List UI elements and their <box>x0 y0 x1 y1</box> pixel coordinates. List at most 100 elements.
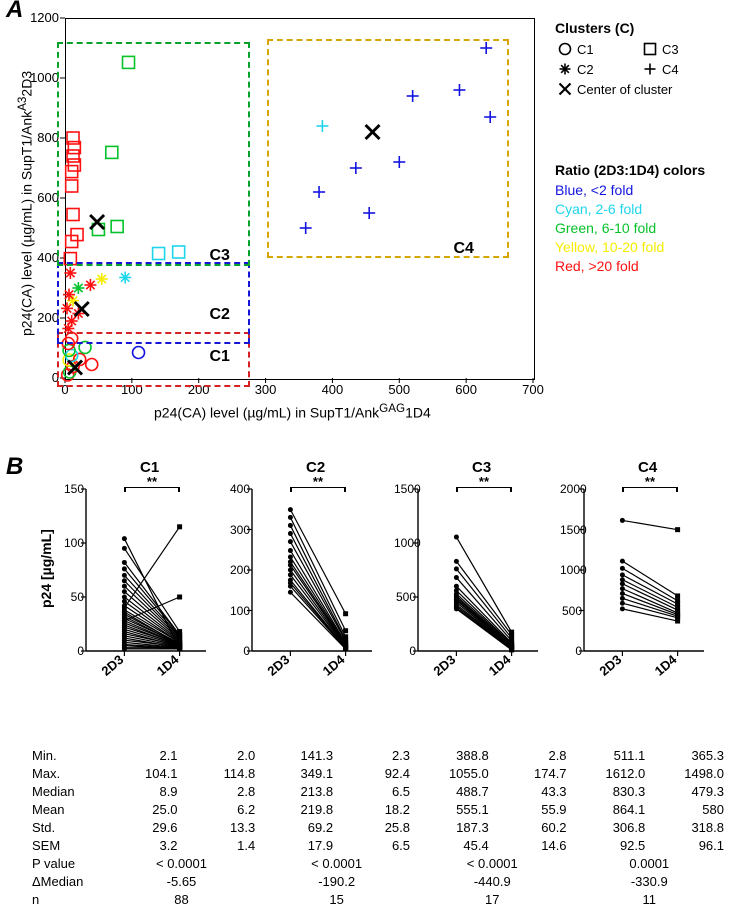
stat-cell: 187.3 <box>414 819 493 837</box>
stat-cell: 11 <box>571 891 728 909</box>
stat-row-label: Median <box>28 783 104 801</box>
ratio-legend-row: Cyan, 2-6 fold <box>555 201 642 217</box>
svg-text:1D4: 1D4 <box>154 651 183 678</box>
significance-bar: ** <box>290 479 345 491</box>
significance-bar: ** <box>456 479 511 491</box>
stat-cell: 55.9 <box>493 801 571 819</box>
stat-cell: 88 <box>104 891 260 909</box>
ytick: 200 <box>228 563 250 577</box>
ytick: 2000 <box>560 482 582 496</box>
stat-cell: 488.7 <box>414 783 493 801</box>
stat-cell: < 0.0001 <box>104 855 260 873</box>
small-plot: C22D31D40100200300400** <box>254 479 382 669</box>
stat-cell: 365.3 <box>649 747 728 765</box>
legend-row: Center of cluster <box>555 80 672 98</box>
svg-text:1D4: 1D4 <box>486 651 515 678</box>
stat-cell: 219.8 <box>259 801 337 819</box>
ytick: 800 <box>23 130 59 145</box>
stat-cell: -440.9 <box>414 873 571 891</box>
stat-cell: 864.1 <box>571 801 650 819</box>
stat-cell: -330.9 <box>571 873 728 891</box>
stat-cell: 1612.0 <box>571 765 650 783</box>
stat-cell: 830.3 <box>571 783 650 801</box>
ratio-legend-row: Yellow, 10-20 fold <box>555 239 664 255</box>
stat-cell: 25.0 <box>104 801 182 819</box>
stat-cell: 2.8 <box>182 783 260 801</box>
legend-label: Center of cluster <box>577 82 672 97</box>
small-plot: C42D31D40500100015002000** <box>586 479 714 669</box>
ytick: 0 <box>62 644 84 658</box>
panel-b-letter: B <box>6 453 23 481</box>
stat-cell: 349.1 <box>259 765 337 783</box>
panel-b-ytitle: p24 [µg/mL] <box>38 529 54 608</box>
legend-ratios-title: Ratio (2D3:1D4) colors <box>555 162 705 178</box>
stat-cell: 2.3 <box>337 747 414 765</box>
ytick: 500 <box>394 590 416 604</box>
legend-row: C3 <box>640 40 679 58</box>
stat-cell: 0.0001 <box>571 855 728 873</box>
svg-text:1D4: 1D4 <box>652 651 681 678</box>
stat-cell: 174.7 <box>493 765 571 783</box>
ytick: 1000 <box>394 536 416 550</box>
ytick: 600 <box>23 190 59 205</box>
stat-cell: 92.4 <box>337 765 414 783</box>
ytick: 50 <box>62 590 84 604</box>
significance-stars: ** <box>622 474 677 489</box>
cluster-label: C3 <box>209 247 229 265</box>
stat-cell: 2.0 <box>182 747 260 765</box>
ytick: 100 <box>62 536 84 550</box>
stat-cell: 555.1 <box>414 801 493 819</box>
ytick: 1500 <box>394 482 416 496</box>
stat-cell: 6.2 <box>182 801 260 819</box>
stat-cell: 104.1 <box>104 765 182 783</box>
xtick: 500 <box>385 382 413 397</box>
stat-cell: 29.6 <box>104 819 182 837</box>
legend-label: C1 <box>577 42 594 57</box>
stat-cell: 18.2 <box>337 801 414 819</box>
stat-cell: 60.2 <box>493 819 571 837</box>
significance-bar: ** <box>124 479 179 491</box>
significance-bar: ** <box>622 479 677 491</box>
stat-row-label: P value <box>28 855 104 873</box>
ytick: 400 <box>228 482 250 496</box>
legend-label: C4 <box>662 62 679 77</box>
stat-cell: 6.5 <box>337 837 414 855</box>
stat-cell: 511.1 <box>571 747 650 765</box>
stat-cell: 1055.0 <box>414 765 493 783</box>
stat-cell: 318.8 <box>649 819 728 837</box>
svg-text:2D3: 2D3 <box>98 652 126 679</box>
ytick: 150 <box>62 482 84 496</box>
ytick: 300 <box>228 523 250 537</box>
ytick: 400 <box>23 250 59 265</box>
ytick: 0 <box>228 644 250 658</box>
stat-cell: 25.8 <box>337 819 414 837</box>
stat-row-label: n <box>28 891 104 909</box>
stat-cell: -190.2 <box>259 873 414 891</box>
panel-a-xtitle: p24(CA) level (µg/mL) in SupT1/AnkGAG1D4 <box>154 402 431 449</box>
ytick: 100 <box>228 604 250 618</box>
stat-cell: 1498.0 <box>649 765 728 783</box>
stat-cell: 2.1 <box>104 747 182 765</box>
ytick: 1200 <box>23 10 59 25</box>
cluster-label: C4 <box>453 240 473 258</box>
cluster-box <box>57 42 250 266</box>
stat-row-label: Max. <box>28 765 104 783</box>
stat-cell: 388.8 <box>414 747 493 765</box>
svg-text:2D3: 2D3 <box>596 652 624 679</box>
stat-cell: 17.9 <box>259 837 337 855</box>
stat-cell: 114.8 <box>182 765 260 783</box>
legend-row: C2 <box>555 60 594 78</box>
svg-text:2D3: 2D3 <box>264 652 292 679</box>
stat-cell: 141.3 <box>259 747 337 765</box>
stat-cell: 213.8 <box>259 783 337 801</box>
stat-row-label: Std. <box>28 819 104 837</box>
significance-stars: ** <box>456 474 511 489</box>
stat-cell: 69.2 <box>259 819 337 837</box>
stat-cell: 3.2 <box>104 837 182 855</box>
stat-cell: 43.3 <box>493 783 571 801</box>
legend-row: C4 <box>640 60 679 78</box>
stat-cell: 306.8 <box>571 819 650 837</box>
stat-cell: < 0.0001 <box>414 855 571 873</box>
ytick: 0 <box>394 644 416 658</box>
stat-cell: 1.4 <box>182 837 260 855</box>
